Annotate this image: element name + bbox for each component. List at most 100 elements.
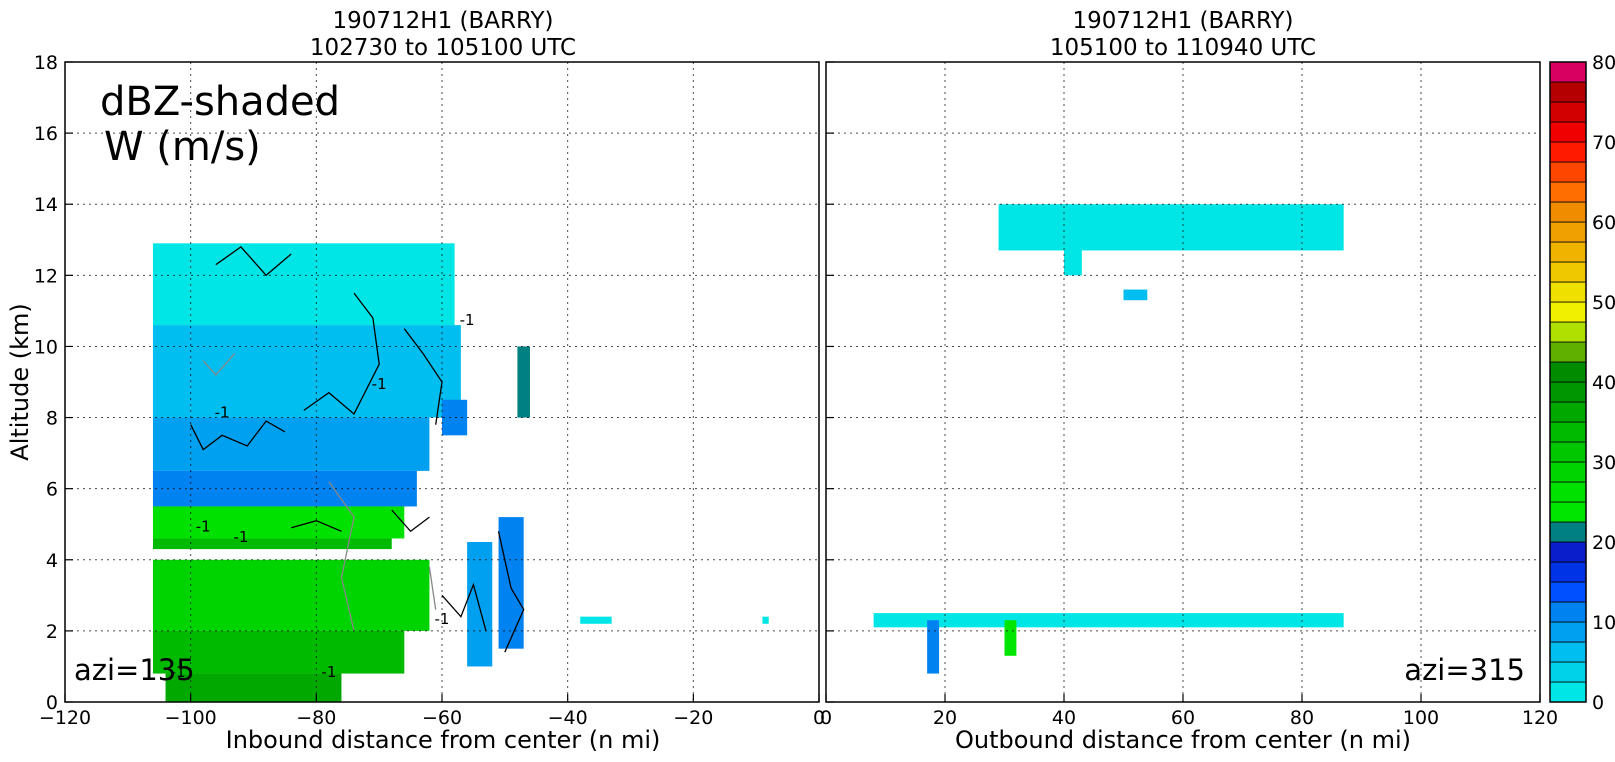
left-x-tick-label: −20 [673,707,713,729]
y-tick-label: 18 [34,52,58,74]
inbound-panel: 190712H1 (BARRY) 102730 to 105100 UTC -1… [6,8,825,754]
w-contour-line [291,520,342,532]
colorbar-tick-label: 40 [1592,372,1615,394]
w-contour-label: -1 [171,663,186,681]
colorbar-swatch [1549,181,1587,203]
right-title-line2: 105100 to 110940 UTC [1050,35,1316,61]
colorbar-swatch [1549,281,1587,303]
left-x-tick-label: −80 [296,707,336,729]
y-tick-label: 16 [34,123,58,145]
right-reflectivity-cell [1004,620,1017,656]
colorbar-swatch [1549,201,1587,223]
left-reflectivity-cell [152,417,430,471]
colorbar-swatch [1549,481,1587,503]
left-title-line2: 102730 to 105100 UTC [310,35,576,61]
left-x-tick-label: −100 [165,707,217,729]
left-x-tick-label: 0 [813,707,825,729]
colorbar-frame [1549,61,1587,703]
left-reflectivity-cell [152,243,455,326]
colorbar-swatch [1549,61,1587,83]
right-x-axis-label: Outbound distance from center (n mi) [955,726,1411,754]
colorbar-swatch [1549,81,1587,103]
w-contour-label: -1 [372,375,387,393]
left-reflectivity-cell [152,559,430,631]
w-contour-line-positive [328,481,355,632]
right-x-tick-label: 80 [1290,707,1314,729]
colorbar-swatch [1549,101,1587,123]
colorbar-tick-label: 80 [1592,52,1615,74]
w-contour-label: -1 [196,517,211,535]
colorbar-swatch [1549,541,1587,563]
w-contour-line [190,420,286,451]
y-tick-label: 4 [46,550,58,572]
y-tick-label: 6 [46,479,58,501]
outbound-panel: 190712H1 (BARRY) 105100 to 110940 UTC 0 2… [820,8,1558,754]
w-contour-line [403,328,443,425]
left-x-tick-label: −60 [422,707,462,729]
right-reflectivity-cell [873,613,1344,628]
w-contour-line-positive [428,566,437,610]
right-grid [825,61,1541,703]
left-reflectivity-cell [152,506,405,539]
colorbar-swatch [1549,321,1587,343]
colorbar-tick-label: 70 [1592,132,1615,154]
left-azimuth-label: azi=135 [74,653,195,687]
y-tick-label: 0 [46,692,58,714]
colorbar-swatch [1549,661,1587,683]
colorbar-swatch [1549,561,1587,583]
colorbar-swatch [1549,221,1587,243]
colorbar-swatch [1549,601,1587,623]
colorbar-swatch [1549,241,1587,263]
left-reflectivity-cell [152,538,392,550]
w-contour-label: -1 [215,404,230,422]
colorbar-swatch [1549,581,1587,603]
left-reflectivity-cell [762,616,769,624]
colorbar-swatch [1549,341,1587,363]
dbz-colorbar: 0 10 20 30 40 50 60 70 80 [1549,52,1615,714]
colorbar-swatch [1549,161,1587,183]
y-tick-label: 12 [34,265,58,287]
colorbar-swatch [1549,421,1587,443]
colorbar-swatch [1549,641,1587,663]
colorbar-swatch [1549,521,1587,543]
colorbar-tick-label: 30 [1592,452,1615,474]
colorbar-swatch [1549,381,1587,403]
colorbar-swatch [1549,301,1587,323]
w-contour-line [303,292,380,416]
colorbar-swatch [1549,361,1587,383]
right-title-line1: 190712H1 (BARRY) [1072,8,1293,34]
left-y-ticks: 0 2 4 6 8 10 12 14 16 18 [34,52,73,714]
colorbar-swatch [1549,401,1587,423]
colorbar-swatch [1549,461,1587,483]
y-tick-label: 8 [46,408,58,430]
left-title-line1: 190712H1 (BARRY) [332,8,553,34]
colorbar-tick-label: 10 [1592,612,1615,634]
w-contour-line [441,582,487,632]
y-tick-label: 14 [34,194,58,216]
w-contour-line [391,509,430,533]
w-contour-line-positive [202,353,236,376]
right-x-tick-label: 120 [1522,707,1558,729]
right-x-tick-label: 20 [933,707,957,729]
left-reflectivity-cell [165,673,342,702]
colorbar-swatch [1549,621,1587,643]
annotation-w-units: W (m/s) [104,124,261,170]
colorbar-swatch [1549,121,1587,143]
left-reflectivity-cell [517,346,530,418]
colorbar-tick-label: 50 [1592,292,1615,314]
left-reflectivity-layer [152,243,769,702]
colorbar-swatch [1549,681,1587,703]
left-reflectivity-cell [580,616,612,624]
left-x-tick-label: −40 [548,707,588,729]
left-reflectivity-cell [152,630,405,674]
right-x-tick-label: 100 [1403,707,1439,729]
colorbar-swatch [1549,261,1587,283]
w-contour-label: -1 [321,663,336,681]
colorbar-swatch [1549,141,1587,163]
left-reflectivity-cell [442,399,468,436]
y-tick-label: 2 [46,621,58,643]
right-x-tick-label: 0 [820,707,832,729]
w-contour-label: -1 [233,528,248,546]
right-x-ticks: 0 20 40 60 80 100 120 [820,694,1558,729]
